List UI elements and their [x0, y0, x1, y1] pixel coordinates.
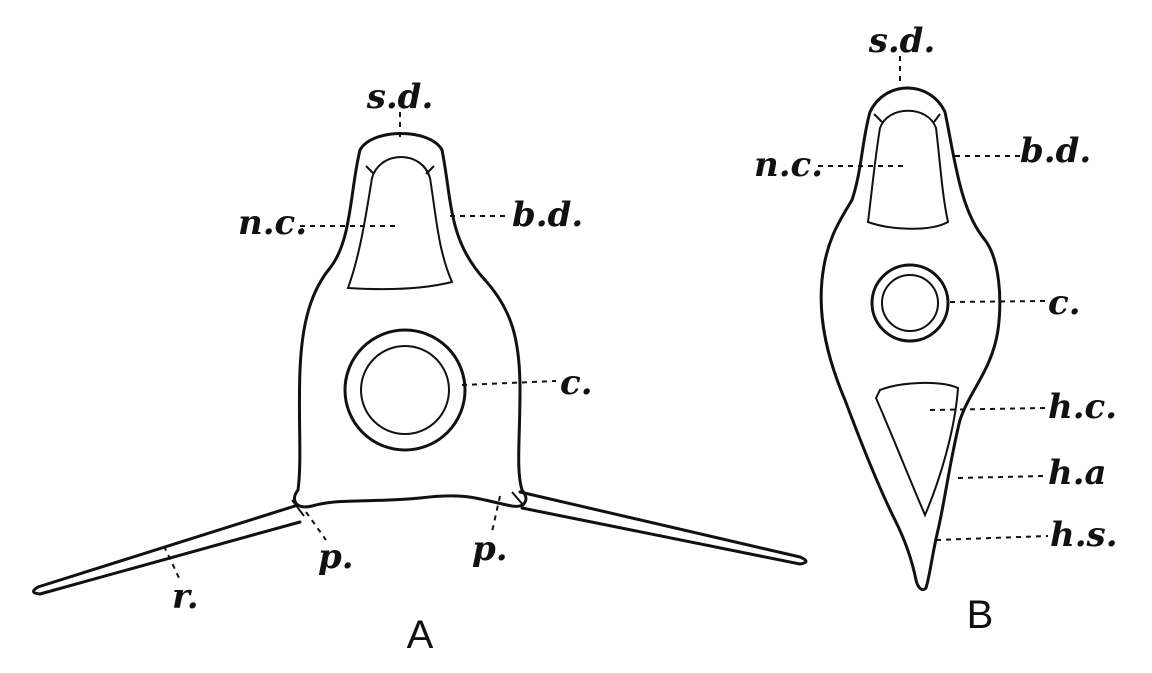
leader-r [163, 545, 181, 581]
suture-p-left [291, 499, 305, 517]
centrum-outer-a [343, 328, 467, 452]
label-p-right: p. [472, 529, 508, 569]
centrum-inner-a [360, 345, 450, 435]
leader-p-right [491, 495, 501, 533]
centrum-inner-b [881, 274, 939, 332]
label-p-left: p. [318, 537, 354, 577]
neural-canal-a [346, 156, 454, 291]
rib-left [32, 503, 302, 596]
leader-hs-b [935, 535, 1049, 541]
label-sd-b: s.d. [868, 21, 936, 61]
suture-p-right [511, 491, 525, 507]
haemal-canal-b [874, 381, 960, 518]
label-c-a: c. [560, 363, 593, 403]
label-hc-b: h.c. [1048, 387, 1117, 427]
label-bd-a: b.d. [512, 195, 583, 235]
caption-a: A [407, 613, 434, 657]
vertebra-body-a [293, 132, 528, 509]
label-bd-b: b.d. [1020, 131, 1091, 171]
neural-canal-b [866, 109, 950, 230]
label-r: r. [172, 577, 199, 617]
suture-right-b [933, 113, 941, 123]
label-ha-b: h.a [1048, 453, 1107, 493]
label-hs-b: h.s. [1050, 515, 1118, 555]
label-nc-b: n.c. [754, 145, 823, 185]
leader-c-b [949, 300, 1046, 303]
label-c-b: c. [1048, 283, 1081, 323]
vertebra-body-b [819, 86, 1002, 592]
leader-hc-b [929, 407, 1046, 411]
leader-c-a [461, 380, 557, 386]
suture-left-a [365, 165, 375, 175]
centrum-outer-b [870, 263, 950, 343]
suture-left-b [873, 113, 883, 123]
suture-right-a [425, 165, 435, 175]
figure-b: s.d. n.c. b.d. c. h.c. h.a h.s. B [754, 21, 1118, 637]
leader-ha-b [957, 475, 1046, 479]
leader-p-left [305, 511, 327, 541]
caption-b: B [967, 593, 994, 637]
label-nc-a: n.c. [238, 203, 307, 243]
figure-a: s.d. n.c. b.d. c. p. p. r. A [32, 77, 808, 657]
rib-right [518, 490, 808, 566]
label-sd-a: s.d. [366, 77, 434, 117]
